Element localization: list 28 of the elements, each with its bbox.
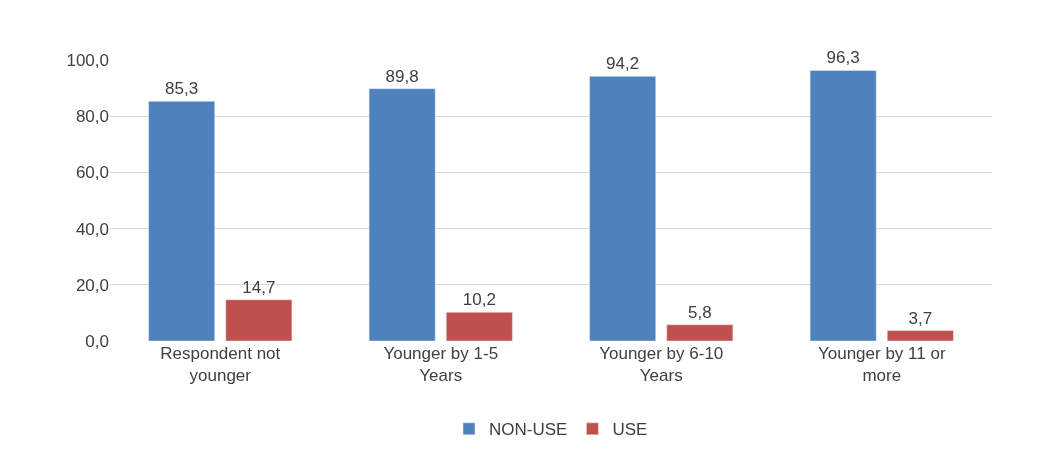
x-tick-label: Younger by 11 or more [817, 344, 946, 386]
data-label: 89,8 [385, 66, 419, 86]
x-tick-label: Younger by 6-10 Years [599, 344, 724, 386]
bar [225, 299, 293, 341]
y-tick-label: 100,0 [66, 50, 109, 70]
bar [666, 324, 734, 341]
x-tick-label: Respondent not younger [160, 344, 281, 386]
y-tick-label: 60,0 [75, 163, 109, 183]
bar [589, 76, 656, 341]
y-tick-label: 80,0 [75, 107, 109, 127]
bar [148, 101, 215, 341]
bar [887, 330, 954, 341]
data-label: 85,3 [165, 79, 199, 99]
y-tick-label: 20,0 [75, 275, 109, 295]
data-label: 14,7 [242, 277, 276, 297]
bar [368, 88, 436, 341]
legend-label: NON-USE [489, 420, 568, 440]
bar [446, 312, 513, 341]
y-tick-label: 0,0 [85, 331, 109, 351]
data-label: 10,2 [462, 290, 496, 310]
data-label: 3,7 [908, 308, 933, 328]
legend-label: USE [612, 420, 648, 440]
data-label: 96,3 [826, 48, 860, 68]
data-label: 94,2 [606, 54, 640, 74]
data-label: 5,8 [688, 302, 712, 322]
y-tick-label: 40,0 [75, 219, 109, 239]
x-tick-label: Younger by 1-5 Years [383, 344, 499, 386]
bar [809, 70, 877, 341]
